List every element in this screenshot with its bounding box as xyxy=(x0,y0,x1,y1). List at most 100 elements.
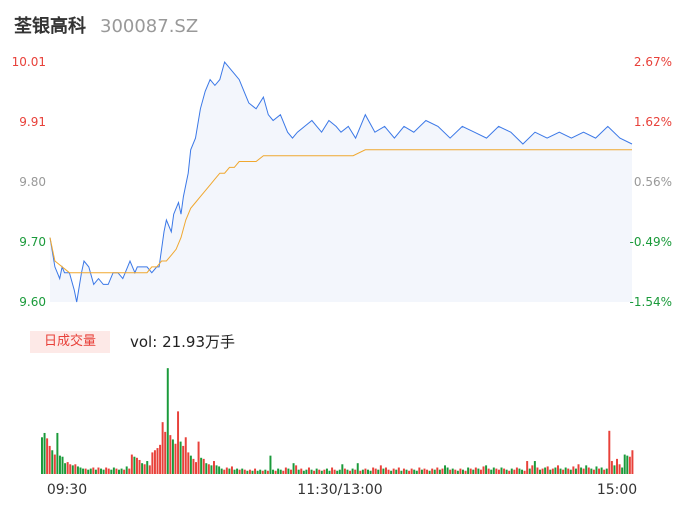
volume-bar xyxy=(410,468,413,474)
volume-bar xyxy=(390,470,393,474)
volume-bar xyxy=(248,469,251,474)
volume-bar xyxy=(533,461,536,474)
volume-bar xyxy=(402,468,405,474)
volume-bar xyxy=(382,468,385,474)
volume-bar xyxy=(195,462,197,474)
volume-bar xyxy=(177,411,180,474)
volume-bar xyxy=(613,465,616,474)
volume-bar xyxy=(41,437,43,474)
volume-bar xyxy=(105,467,108,474)
volume-bar xyxy=(567,468,570,474)
volume-bar xyxy=(43,432,46,474)
volume-bar xyxy=(528,468,531,474)
volume-bar xyxy=(574,468,577,474)
volume-bar xyxy=(562,469,565,474)
volume-bar xyxy=(79,467,82,474)
volume-bar xyxy=(526,461,529,474)
volume-bar xyxy=(477,468,480,474)
volume-bar xyxy=(100,468,103,474)
volume-bar xyxy=(284,467,287,474)
volume-bar xyxy=(616,458,618,474)
volume-bar xyxy=(135,457,138,474)
volume-bar xyxy=(621,467,624,474)
volume-bar xyxy=(541,468,544,474)
volume-bar xyxy=(405,469,408,474)
volume-bar xyxy=(587,467,590,474)
volume-bar xyxy=(415,470,418,474)
volume-bar xyxy=(215,465,218,474)
volume-bar xyxy=(418,467,421,474)
volume-bar xyxy=(110,469,113,474)
volume-bar xyxy=(233,469,236,474)
volume-bar xyxy=(431,468,434,474)
volume-bar xyxy=(426,469,429,474)
volume-bar xyxy=(46,438,49,474)
volume-bar xyxy=(451,468,454,474)
volume-bar xyxy=(71,465,74,474)
volume-bar xyxy=(600,467,603,474)
percent-tick-label: -1.54% xyxy=(630,295,672,309)
volume-bar xyxy=(290,469,292,474)
volume-bar xyxy=(123,469,126,474)
volume-bar xyxy=(277,468,280,474)
volume-bar xyxy=(228,468,231,474)
volume-bar xyxy=(230,466,233,474)
volume-bar xyxy=(238,469,241,474)
volume-bar xyxy=(64,463,67,474)
volume-bar xyxy=(282,470,285,474)
volume-bar xyxy=(472,469,475,474)
price-line xyxy=(49,60,633,303)
volume-prefix: vol: xyxy=(130,333,158,351)
price-area xyxy=(50,62,632,302)
volume-tab[interactable]: 日成交量 xyxy=(30,331,110,353)
volume-bar xyxy=(305,469,308,474)
volume-bar xyxy=(94,469,97,474)
volume-bar xyxy=(446,467,449,474)
time-tick-label: 09:30 xyxy=(47,482,87,498)
volume-bar xyxy=(264,469,267,474)
volume-bar xyxy=(364,468,367,474)
volume-bar xyxy=(569,469,572,474)
volume-bar xyxy=(508,470,511,474)
volume-bar xyxy=(474,467,477,474)
volume-bar xyxy=(51,450,54,474)
volume-bar xyxy=(256,470,259,474)
volume-bar xyxy=(608,430,611,474)
volume-bar xyxy=(169,435,172,474)
volume-bar xyxy=(130,454,133,474)
volume-bar xyxy=(58,455,61,474)
volume-bar xyxy=(487,468,490,474)
volume-bar xyxy=(551,468,554,474)
volume-bar xyxy=(428,470,431,474)
time-tick-label: 11:30/13:00 xyxy=(297,482,382,498)
volume-bar xyxy=(564,467,567,474)
volume-bar xyxy=(595,466,598,474)
volume-bar xyxy=(610,461,613,474)
volume-bar xyxy=(379,465,382,474)
volume-bar xyxy=(102,469,105,474)
volume-bar xyxy=(413,469,416,474)
stock-name: 荃银高科 xyxy=(14,16,86,37)
volume-bar xyxy=(174,443,177,474)
volume-bar xyxy=(408,470,411,474)
volume-bar xyxy=(331,467,334,474)
volume-bar xyxy=(156,448,159,474)
volume-bar xyxy=(549,469,552,474)
volume-bar xyxy=(48,445,51,474)
volume-bar xyxy=(400,470,403,474)
volume-bar xyxy=(205,463,208,474)
volume-summary: vol: 21.93万手 xyxy=(130,331,235,353)
volume-bar xyxy=(351,468,354,474)
volume-bar xyxy=(377,469,380,474)
volume-bar xyxy=(287,468,290,474)
volume-bar xyxy=(387,469,390,474)
volume-bar xyxy=(300,468,303,474)
volume-bar xyxy=(241,468,244,474)
volume-bar xyxy=(464,470,467,474)
volume-bar xyxy=(356,463,359,474)
volume-bar xyxy=(482,466,485,474)
volume-bar xyxy=(243,469,246,474)
volume-bar xyxy=(74,464,77,474)
volume-bar xyxy=(207,464,210,474)
volume-bar xyxy=(369,470,372,474)
